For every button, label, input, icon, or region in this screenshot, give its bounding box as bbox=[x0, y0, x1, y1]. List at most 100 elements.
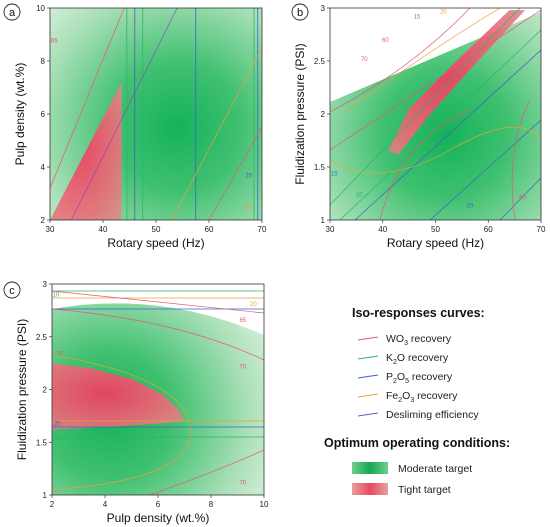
panel-letter-badge bbox=[3, 3, 21, 21]
x-tick-label: 40 bbox=[378, 225, 387, 234]
contour-label: 15 bbox=[331, 171, 338, 177]
x-axis-label: Pulp density (wt.%) bbox=[107, 511, 210, 525]
y-tick-label: 10 bbox=[36, 4, 45, 13]
contour-label: 60 bbox=[382, 38, 389, 44]
contour-label: 75 bbox=[57, 352, 64, 358]
panel-letter-badge bbox=[3, 281, 21, 299]
panel-b: 60 70 15 20 10 15 20 60 30 40 50 60 70 1 1.5 2 2.5 3 Rotar… bbox=[291, 3, 546, 250]
tight-target-region bbox=[52, 363, 185, 430]
y-tick-label: 3 bbox=[43, 280, 48, 289]
tight-target-region bbox=[388, 10, 526, 155]
panel-letter: b bbox=[297, 7, 303, 19]
isoline-wo3 bbox=[330, 9, 541, 151]
contour-label: 70 bbox=[239, 364, 246, 370]
x-tick-label: 30 bbox=[46, 225, 55, 234]
y-tick-label: 1 bbox=[321, 216, 326, 225]
x-tick-label: 10 bbox=[260, 500, 269, 509]
isoline-wo3 bbox=[149, 449, 264, 495]
x-tick-label: 70 bbox=[258, 225, 267, 234]
y-tick-label: 8 bbox=[41, 57, 46, 66]
contour-label: 90 bbox=[244, 205, 251, 211]
y-tick-label: 6 bbox=[41, 110, 46, 119]
legend-swatch-wo3 bbox=[357, 336, 379, 341]
legend-item-k2o: K2O recovery bbox=[386, 352, 449, 366]
isoline-wo3 bbox=[52, 290, 264, 314]
isoline-p2o5 bbox=[429, 119, 541, 220]
x-tick-label: 6 bbox=[156, 500, 161, 509]
y-tick-label: 1 bbox=[43, 491, 48, 500]
legend-swatch-tight bbox=[352, 483, 388, 495]
isoline-fe2o3 bbox=[330, 126, 541, 174]
x-tick-label: 70 bbox=[537, 225, 546, 234]
panel-letter: c bbox=[9, 285, 15, 297]
isoline-wo3 bbox=[208, 127, 262, 220]
legend-item-fe2o3: Fe2O3 recovery bbox=[386, 390, 458, 404]
x-tick-label: 8 bbox=[209, 500, 214, 509]
legend-swatch-k2o bbox=[357, 355, 379, 360]
y-tick-label: 2.5 bbox=[36, 333, 48, 342]
isoline-fe2o3 bbox=[344, 8, 501, 113]
y-axis-label: Fluidization pressure (PSI) bbox=[293, 43, 307, 184]
y-tick-label: 1.5 bbox=[314, 163, 326, 172]
x-tick-label: 4 bbox=[103, 500, 108, 509]
isoline-wo3 bbox=[330, 8, 471, 113]
contour-label: 15 bbox=[54, 436, 61, 442]
y-tick-label: 1.5 bbox=[36, 438, 48, 447]
isoline-k2o bbox=[339, 29, 541, 220]
y-tick-label: 3 bbox=[321, 4, 326, 13]
contour-label: 10 bbox=[356, 193, 363, 199]
iso-legend-title: Iso-responses curves: bbox=[352, 306, 485, 320]
contour-label: 20 bbox=[54, 421, 61, 427]
isoline-wo3 bbox=[379, 109, 471, 220]
y-axis-label: Pulp density (wt.%) bbox=[13, 63, 27, 166]
x-tick-label: 30 bbox=[326, 225, 335, 234]
optimum-legend-title: Optimum operating conditions: bbox=[324, 436, 510, 450]
contour-label: 65 bbox=[239, 318, 246, 324]
x-tick-label: 50 bbox=[152, 225, 161, 234]
legend-item-wo3: WO3 recovery bbox=[386, 333, 452, 347]
contour-label: 15 bbox=[414, 15, 421, 21]
y-tick-label: 4 bbox=[41, 163, 46, 172]
contour-label: 20 bbox=[466, 203, 473, 209]
y-axis-label: Fluidization pressure (PSI) bbox=[15, 319, 29, 460]
contour-label: 60 bbox=[519, 195, 526, 201]
y-tick-label: 2.5 bbox=[314, 57, 326, 66]
isoline-desliming bbox=[70, 8, 178, 220]
isoline-wo3 bbox=[52, 308, 264, 361]
x-tick-label: 60 bbox=[205, 225, 214, 234]
legend-item-tight: Tight target bbox=[398, 484, 451, 496]
x-axis-label: Rotary speed (Hz) bbox=[107, 236, 204, 250]
legend-item-p2o5: P2O5 recovery bbox=[386, 371, 453, 385]
x-tick-label: 60 bbox=[484, 225, 493, 234]
panel-a: 65 20 90 30 40 50 60 70 2 4 6 8 10 Rotary speed (Hz) P… bbox=[3, 3, 267, 250]
panel-letter: a bbox=[9, 7, 16, 19]
legend-item-moderate: Moderate target bbox=[398, 463, 472, 475]
isoline-wo3 bbox=[50, 8, 125, 189]
contour-label: 70 bbox=[239, 480, 246, 486]
contour-label: 70 bbox=[361, 57, 368, 63]
isoline-k2o bbox=[330, 8, 521, 206]
contour-label: 20 bbox=[250, 302, 257, 308]
x-axis-label: Rotary speed (Hz) bbox=[387, 236, 484, 250]
panel-c: 10 20 65 70 75 20 15 70 2 4 6 8 10 1 1.5 2 2.5 3 Pulp dens… bbox=[3, 280, 269, 525]
legend-swatch-p2o5 bbox=[357, 374, 379, 379]
x-tick-label: 2 bbox=[50, 500, 55, 509]
x-tick-label: 50 bbox=[431, 225, 440, 234]
y-tick-label: 2 bbox=[41, 216, 46, 225]
legend: Iso-responses curves: WO3 recovery K2O rec… bbox=[324, 306, 510, 496]
x-tick-label: 40 bbox=[99, 225, 108, 234]
legend-swatch-moderate bbox=[352, 462, 388, 474]
contour-label: 20 bbox=[245, 174, 252, 180]
y-tick-label: 2 bbox=[321, 110, 326, 119]
isoline-p2o5 bbox=[499, 177, 541, 220]
isoline-fe2o3 bbox=[171, 47, 262, 220]
panel-letter-badge bbox=[291, 3, 309, 21]
tight-target-region bbox=[50, 82, 122, 220]
isoline-fe2o3 bbox=[52, 354, 191, 491]
legend-item-desliming: Desliming efficiency bbox=[386, 409, 479, 421]
contour-label: 20 bbox=[440, 9, 447, 15]
contour-label: 10 bbox=[53, 293, 60, 299]
isoline-p2o5 bbox=[354, 49, 541, 220]
y-tick-label: 2 bbox=[43, 386, 48, 395]
